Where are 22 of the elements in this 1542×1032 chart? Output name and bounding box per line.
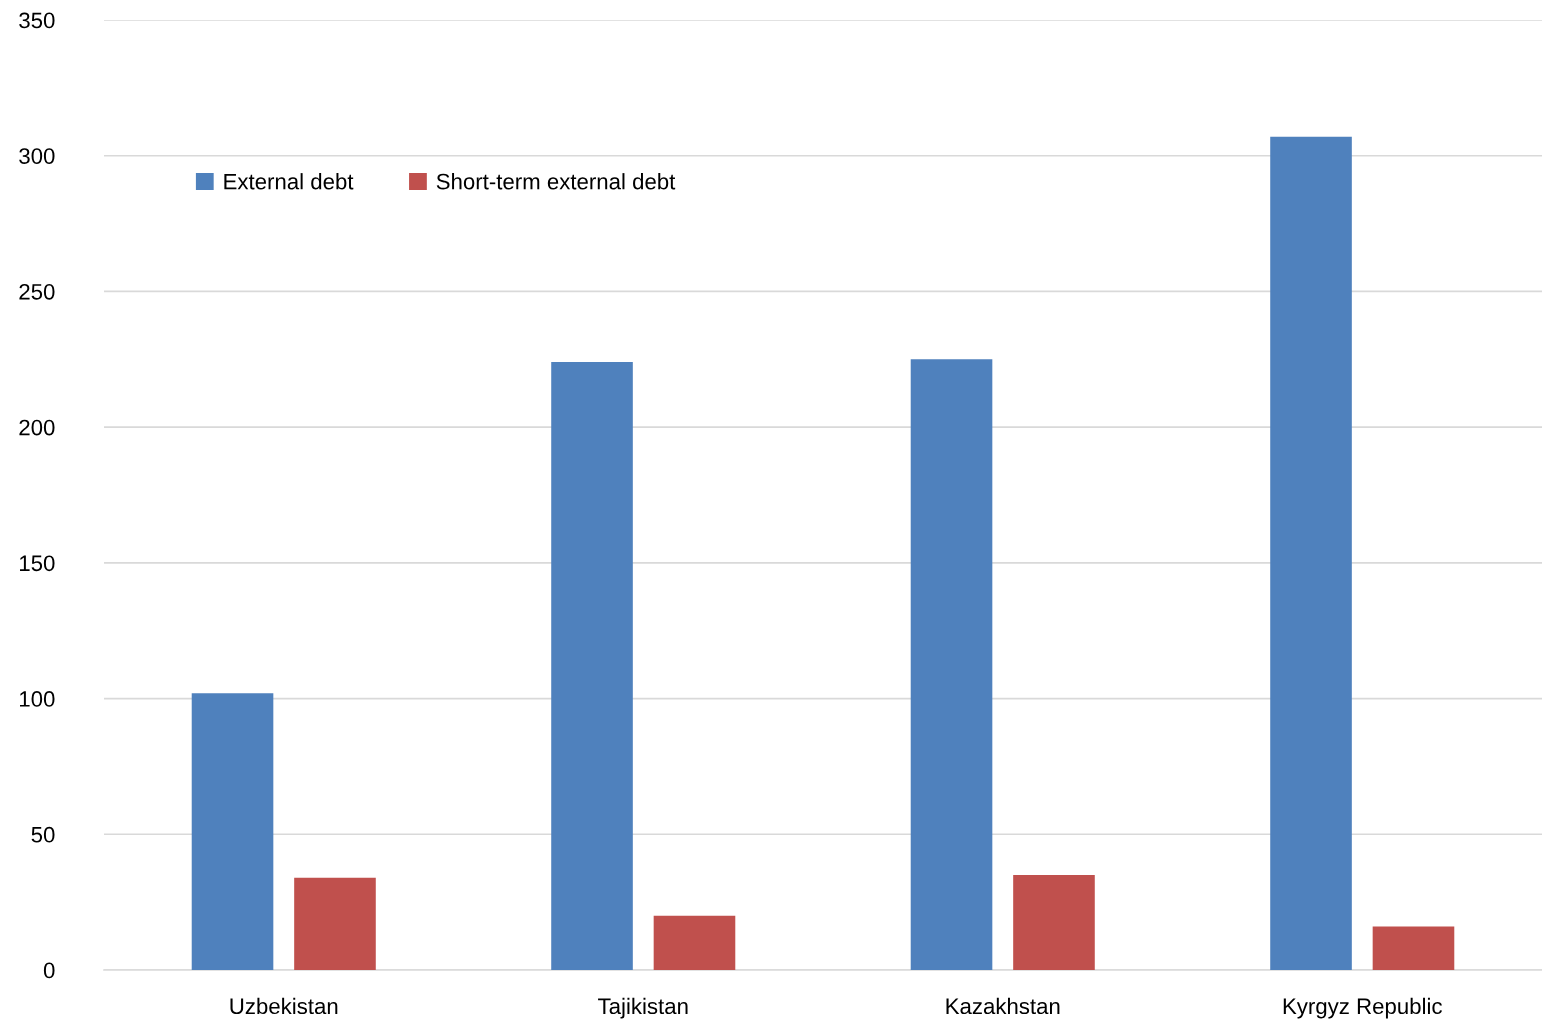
bar xyxy=(551,362,633,970)
y-tick-label: 250 xyxy=(19,283,55,300)
y-tick-label: 50 xyxy=(31,826,55,843)
bar xyxy=(653,915,736,970)
x-tick-label: Kyrgyz Republic xyxy=(1283,997,1442,1019)
legend-label: External debt xyxy=(224,173,354,190)
bar xyxy=(1270,136,1352,970)
y-tick-label: 150 xyxy=(20,555,55,572)
bar xyxy=(191,693,274,970)
y-tick-label: 300 xyxy=(19,148,55,164)
x-tick-label: Kazakhstan xyxy=(946,997,1060,1015)
legend-label: Short-term external debt xyxy=(436,173,676,190)
y-tick-label: 100 xyxy=(20,691,55,707)
bar xyxy=(910,359,993,970)
x-tick-label: Tajikistan xyxy=(598,997,688,1019)
bar xyxy=(294,877,376,970)
y-tick-label: 0 xyxy=(43,962,55,979)
bar xyxy=(1013,875,1095,970)
y-tick-label: 200 xyxy=(19,419,55,436)
y-tick-label: 350 xyxy=(19,12,55,29)
x-tick-label: Uzbekistan xyxy=(230,997,338,1015)
bar xyxy=(1372,926,1455,970)
